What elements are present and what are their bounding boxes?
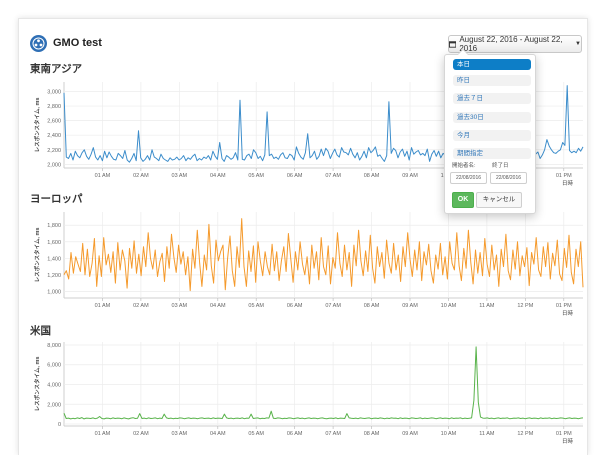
x-tick-label: 07 AM [325, 431, 341, 437]
chart-europe-svg: 1,000 1,200 1,400 1,600 1,800 01 AM 02 AM 03 AM… [33, 212, 584, 317]
x-tick-label: 09 AM [402, 173, 418, 179]
y-tick-label: 2,600 [47, 119, 61, 125]
x-tick-label: 03 AM [172, 173, 188, 179]
y-tick-label: 1,200 [47, 273, 61, 279]
x-tick-label: 01 PM [556, 431, 572, 437]
y-tick-label: 1,400 [47, 256, 61, 262]
x-tick-label: 11 AM [479, 303, 495, 309]
date-range-label: August 22, 2016 - August 22, 2016 [459, 35, 563, 53]
y-tick-label: 1,800 [47, 223, 61, 229]
range-this-month[interactable]: 今月 [453, 130, 531, 141]
date-range-dropdown: 本日 昨日 過去７日 過去30日 今月 期間指定 [444, 49, 536, 214]
date-range-button[interactable]: August 22, 2016 - August 22, 2016 ▼ [448, 35, 582, 53]
y-tick-label: 2,800 [47, 104, 61, 110]
app-header: GMO test [30, 33, 102, 53]
y-tick-label: 2,400 [47, 133, 61, 139]
y-axis-label: レスポンスタイム, ms [33, 228, 41, 283]
ok-button[interactable]: OK [452, 192, 474, 208]
range-custom[interactable]: 期間指定 [453, 148, 531, 159]
x-tick-label: 09 AM [402, 431, 418, 437]
calendar-icon [449, 41, 457, 48]
chart-title-asia: 東南アジア [30, 63, 83, 75]
y-tick-label: 1,600 [47, 240, 61, 246]
y-axis-label: レスポンスタイム, ms [33, 357, 41, 412]
x-tick-label: 07 AM [325, 173, 341, 179]
x-tick-label: 07 AM [325, 303, 341, 309]
caret-down-icon: ▼ [575, 41, 581, 47]
x-tick-label: 04 AM [210, 303, 226, 309]
y-axis-label: レスポンスタイム, ms [33, 98, 41, 153]
x-tick-label: 05 AM [248, 431, 264, 437]
range-today[interactable]: 本日 [453, 59, 531, 70]
x-axis-label: 日時 [562, 309, 574, 317]
chart-europe: 1,000 1,200 1,400 1,600 1,800 01 AM 02 AM 03 AM… [30, 206, 585, 318]
x-tick-label: 06 AM [287, 173, 303, 179]
end-date-label: 終了日 [492, 163, 509, 169]
y-tick-label: 2,000 [47, 402, 61, 408]
end-date-input[interactable]: 22/08/2016 [490, 172, 527, 184]
x-tick-label: 08 AM [364, 431, 380, 437]
x-tick-label: 02 AM [133, 173, 149, 179]
x-tick-label: 01 AM [95, 431, 111, 437]
series-line [63, 346, 584, 420]
range-last-30-days[interactable]: 過去30日 [453, 112, 531, 123]
x-tick-label: 09 AM [402, 303, 418, 309]
x-tick-label: 05 AM [248, 303, 264, 309]
x-tick-label: 02 AM [133, 303, 149, 309]
series-line [63, 218, 584, 292]
cancel-button[interactable]: キャンセル [476, 192, 522, 208]
x-tick-label: 01 PM [556, 303, 572, 309]
x-tick-label: 10 AM [441, 303, 457, 309]
start-date-label: 開始者名: [452, 163, 476, 169]
x-tick-label: 06 AM [287, 431, 303, 437]
y-tick-label: 8,000 [47, 343, 61, 349]
x-tick-label: 04 AM [210, 431, 226, 437]
y-tick-label: 2,000 [47, 162, 61, 168]
x-tick-label: 03 AM [172, 303, 188, 309]
x-tick-label: 10 AM [441, 431, 457, 437]
x-tick-label: 11 AM [479, 431, 495, 437]
y-tick-label: 2,200 [47, 148, 61, 154]
y-tick-label: 6,000 [47, 363, 61, 369]
x-axis-label: 日時 [562, 437, 574, 445]
x-tick-label: 08 AM [364, 303, 380, 309]
chart-title-us: 米国 [30, 325, 51, 337]
x-tick-label: 03 AM [172, 431, 188, 437]
x-tick-label: 05 AM [248, 173, 264, 179]
y-tick-label: 1,000 [47, 289, 61, 295]
range-yesterday[interactable]: 昨日 [453, 75, 531, 86]
chart-us-svg: 0 2,000 4,000 6,000 8,000 01 AM 02 AM 03 AM 04 A… [33, 342, 584, 445]
y-tick-label: 3,000 [47, 89, 61, 95]
range-last-7-days[interactable]: 過去７日 [453, 93, 531, 104]
chart-us: 0 2,000 4,000 6,000 8,000 01 AM 02 AM 03 AM 04 A… [30, 336, 585, 446]
start-date-input[interactable]: 22/08/2016 [450, 172, 487, 184]
x-tick-label: 12 PM [517, 431, 533, 437]
app-title: GMO test [53, 37, 102, 49]
y-tick-label: 0 [58, 422, 61, 428]
x-tick-label: 12 PM [517, 303, 533, 309]
y-tick-label: 4,000 [47, 382, 61, 388]
globe-icon[interactable] [30, 34, 47, 52]
x-tick-label: 01 PM [556, 173, 572, 179]
x-tick-label: 02 AM [133, 431, 149, 437]
x-tick-label: 08 AM [364, 173, 380, 179]
x-tick-label: 01 AM [95, 173, 111, 179]
x-tick-label: 01 AM [95, 303, 111, 309]
chart-title-europe: ヨーロッパ [30, 193, 83, 205]
x-axis-label: 日時 [562, 179, 574, 187]
x-tick-label: 04 AM [210, 173, 226, 179]
x-tick-label: 06 AM [287, 303, 303, 309]
